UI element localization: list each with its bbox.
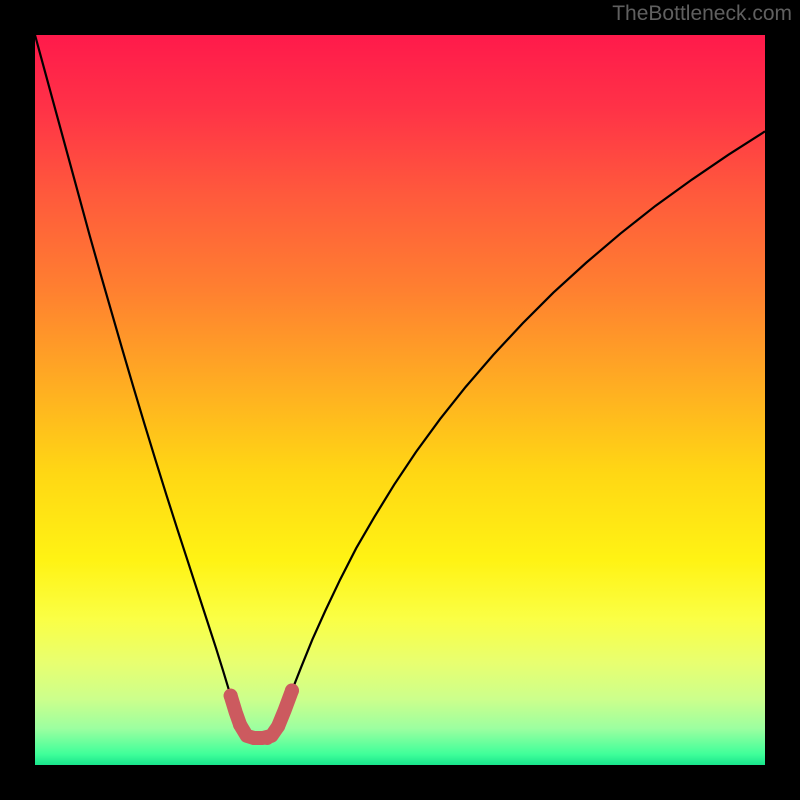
marker-dot <box>224 689 238 703</box>
marker-dot <box>285 684 299 698</box>
marker-dot <box>233 718 247 732</box>
chart-container: TheBottleneck.com <box>0 0 800 800</box>
marker-dot <box>260 731 274 745</box>
bottleneck-chart <box>0 0 800 800</box>
marker-dot <box>271 719 285 733</box>
watermark-text: TheBottleneck.com <box>612 2 792 26</box>
marker-dot <box>247 731 261 745</box>
plot-background <box>35 35 765 765</box>
